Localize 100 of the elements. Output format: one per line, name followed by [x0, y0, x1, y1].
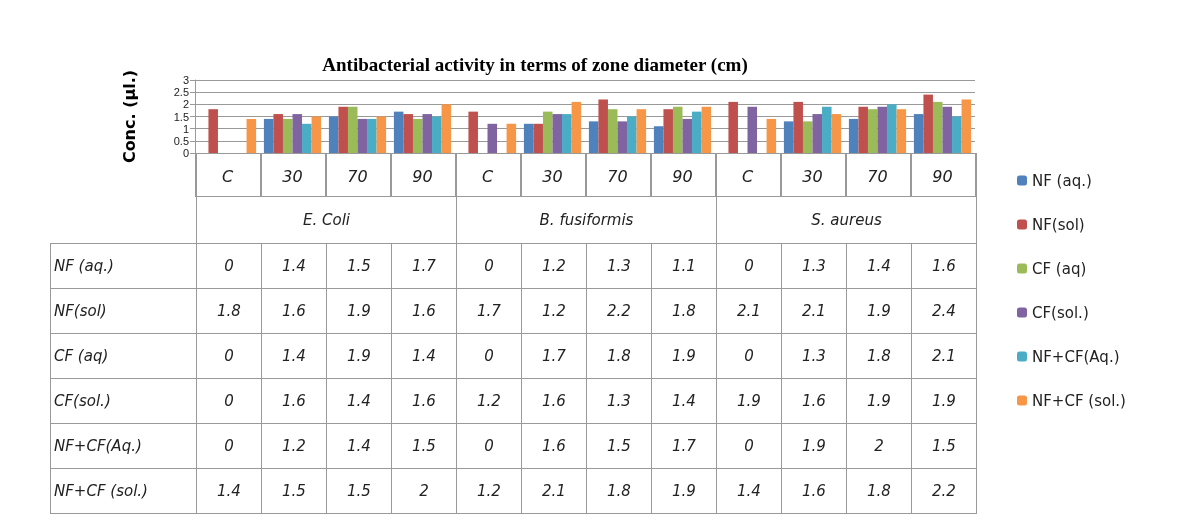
bar	[571, 101, 582, 153]
data-label: 1.6	[391, 288, 457, 334]
bar	[617, 121, 628, 153]
x-tick-label: 90	[932, 166, 953, 186]
x-tick-label: 30	[282, 166, 303, 186]
y-tick-label: 1	[182, 122, 189, 135]
data-label: 1.2	[456, 378, 522, 424]
bar	[246, 118, 257, 153]
data-label: 1.9	[846, 288, 912, 334]
data-label: 1.2	[521, 243, 587, 289]
bar	[923, 94, 933, 153]
bar	[952, 116, 962, 153]
data-label: 1.6	[261, 288, 327, 334]
bar	[831, 114, 842, 153]
data-label: 1.7	[391, 243, 457, 289]
data-label: 1.4	[716, 468, 782, 514]
x-tick-label: C	[741, 166, 754, 186]
bar	[292, 114, 303, 153]
bar	[653, 126, 664, 153]
x-tick-label: 70	[347, 166, 368, 186]
text: CF (aq)	[54, 347, 109, 365]
data-label: 1.7	[521, 333, 587, 379]
data-label: 0	[456, 423, 522, 469]
y-axis-title: Conc. (µl.)	[119, 69, 139, 164]
data-label: 2.1	[716, 288, 782, 334]
chart-title: Antibacterial activity in terms of zone diameter (cm)	[322, 54, 748, 76]
data-label: 1.8	[846, 333, 912, 379]
bar	[263, 118, 274, 153]
data-label: 1.6	[391, 378, 457, 424]
data-label: 1.4	[651, 378, 717, 424]
legend-label: NF (aq.)	[1032, 171, 1092, 190]
data-label: 2.1	[521, 468, 587, 514]
data-label: 1.6	[521, 423, 587, 469]
data-label: 2	[846, 423, 912, 469]
data-label: 1.2	[261, 423, 327, 469]
bar	[468, 111, 478, 153]
bar	[588, 121, 599, 153]
data-label: 2.2	[911, 468, 977, 514]
data-label: 1.9	[326, 333, 392, 379]
data-label: 0	[456, 243, 522, 289]
bar	[376, 116, 387, 153]
bar	[533, 123, 543, 153]
data-label: 1.9	[651, 468, 717, 514]
y-tick-label: 2	[182, 98, 189, 111]
bar	[487, 123, 498, 153]
bar	[347, 106, 358, 153]
bar	[877, 106, 888, 153]
data-label: 1.4	[326, 423, 392, 469]
data-label: 1.6	[781, 378, 847, 424]
bar	[672, 106, 683, 153]
data-label: 0	[716, 243, 782, 289]
data-label: 1.2	[521, 288, 587, 334]
bar	[523, 123, 534, 153]
bar	[208, 109, 218, 153]
bar	[302, 123, 312, 153]
data-label: 1.8	[196, 288, 262, 334]
bar	[747, 106, 758, 153]
bar	[562, 114, 572, 153]
bar	[273, 114, 283, 153]
data-label: 1.4	[196, 468, 262, 514]
data-label: 1.9	[846, 378, 912, 424]
data-label: 2.2	[586, 288, 652, 334]
bar	[682, 118, 693, 153]
y-tick-label: 3	[182, 74, 189, 86]
x-tick-label: 30	[802, 166, 823, 186]
bar	[848, 118, 859, 153]
data-label: 1.9	[651, 333, 717, 379]
data-label: 2.1	[911, 333, 977, 379]
data-label: 1.4	[326, 378, 392, 424]
y-tick-label: 0	[182, 147, 189, 159]
data-label: 2.1	[781, 288, 847, 334]
bar	[542, 111, 553, 153]
text: CF(sol.)	[54, 392, 111, 410]
bar	[367, 118, 377, 153]
bar	[887, 104, 897, 153]
bar	[441, 104, 452, 153]
bar	[598, 99, 608, 153]
data-label: 1.3	[586, 243, 652, 289]
data-label: 1.6	[261, 378, 327, 424]
bar	[393, 111, 404, 153]
data-label: 1.8	[586, 468, 652, 514]
y-tick-label: 0.5	[173, 134, 189, 147]
legend-label: NF(sol)	[1032, 215, 1085, 234]
data-label: 1.8	[651, 288, 717, 334]
bar	[692, 111, 702, 153]
bar	[793, 101, 803, 153]
legend-label: NF+CF(Aq.)	[1032, 347, 1120, 366]
data-label: 1.9	[326, 288, 392, 334]
data-label: 1.5	[586, 423, 652, 469]
bar	[506, 123, 517, 153]
data-label: 1.4	[846, 243, 912, 289]
x-tick-label: 90	[672, 166, 693, 186]
data-label: 1.4	[261, 243, 327, 289]
legend-label: CF (aq)	[1032, 259, 1087, 278]
legend-label: CF(sol.)	[1032, 303, 1089, 322]
x-tick-label: C	[481, 166, 494, 186]
data-label: 1.6	[781, 468, 847, 514]
bar	[802, 121, 813, 153]
bar	[403, 114, 413, 153]
text: NF(sol)	[54, 302, 107, 320]
